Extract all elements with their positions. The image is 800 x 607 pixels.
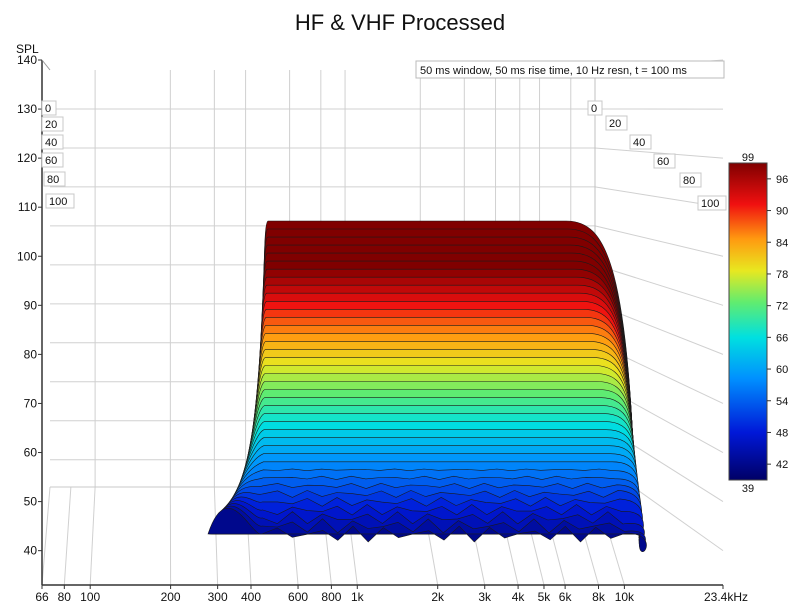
x-tick-label: 100 xyxy=(80,590,100,604)
time-tick-label: 20 xyxy=(45,119,57,131)
x-tick-label: 2k xyxy=(431,590,445,604)
time-tick-box xyxy=(41,152,64,168)
time-tick-box xyxy=(629,134,652,150)
time-tick-label: 80 xyxy=(683,175,695,187)
x-tick-label: 23.4kHz xyxy=(704,590,748,604)
y-tick-label: 80 xyxy=(24,347,38,361)
time-tick-box xyxy=(653,153,676,169)
x-tick-label: 5k xyxy=(538,590,552,604)
time-tick-label: 20 xyxy=(609,118,621,130)
x-tick-label: 4k xyxy=(512,590,526,604)
y-tick-label: 40 xyxy=(24,544,38,558)
time-tick-label: 40 xyxy=(633,137,645,149)
x-tick-label: 3k xyxy=(478,590,492,604)
colorbar-tick-label: 96 xyxy=(776,174,788,186)
annotation-box: 50 ms window, 50 ms rise time, 10 Hz res… xyxy=(415,60,725,79)
time-tick-label: 40 xyxy=(45,137,57,149)
colorbar-tick-label: 66 xyxy=(776,332,788,344)
x-tick-label: 200 xyxy=(161,590,181,604)
time-tick-label: 0 xyxy=(45,103,51,115)
colorbar-tick-label: 78 xyxy=(776,269,788,281)
time-tick-box xyxy=(41,100,57,116)
time-tick-label: 0 xyxy=(591,103,597,115)
x-tick-label: 800 xyxy=(321,590,341,604)
waterfall-slice xyxy=(207,507,647,553)
colorbar-min-label: 39 xyxy=(742,483,754,495)
colorbar-tick-label: 48 xyxy=(776,427,788,439)
x-tick-label: 300 xyxy=(208,590,228,604)
chart-title: HF & VHF Processed xyxy=(295,10,505,35)
time-tick-label: 60 xyxy=(45,155,57,167)
colorbar-max-label: 99 xyxy=(742,152,754,164)
x-tick-label: 1k xyxy=(351,590,365,604)
x-tick-label: 400 xyxy=(241,590,261,604)
colorbar-tick-label: 84 xyxy=(776,237,788,249)
x-tick-label: 66 xyxy=(35,590,49,604)
x-tick-label: 8k xyxy=(592,590,606,604)
y-tick-label: 130 xyxy=(17,102,37,116)
x-tick-label: 80 xyxy=(58,590,72,604)
y-tick-label: 110 xyxy=(18,200,37,214)
time-tick-label: 100 xyxy=(701,198,719,210)
colorbar-tick-label: 42 xyxy=(776,459,788,471)
annotation-text: 50 ms window, 50 ms rise time, 10 Hz res… xyxy=(420,65,687,77)
time-tick-label: 60 xyxy=(657,156,669,168)
y-tick-label: 140 xyxy=(17,53,37,67)
y-axis-label: SPL xyxy=(16,42,39,56)
time-tick-box xyxy=(41,116,64,132)
colorbar-gradient xyxy=(728,162,768,481)
time-tick-box xyxy=(679,172,702,188)
time-tick-box xyxy=(605,115,628,131)
waterfall-surface xyxy=(207,220,647,553)
y-tick-label: 90 xyxy=(24,298,38,312)
time-tick-box xyxy=(41,134,64,150)
time-tick-box xyxy=(45,193,75,209)
colorbar-tick-label: 72 xyxy=(776,301,788,313)
time-tick-box xyxy=(587,100,603,116)
y-tick-label: 70 xyxy=(24,396,38,410)
y-tick-label: 120 xyxy=(17,151,37,165)
x-tick-label: 10k xyxy=(615,590,635,604)
time-tick-box xyxy=(697,195,727,211)
x-tick-label: 600 xyxy=(288,590,308,604)
y-tick-label: 100 xyxy=(17,249,37,263)
colorbar-tick-label: 54 xyxy=(776,396,788,408)
colorbar: 99 39 96 90 84 78 72 66 60 54 48 42 xyxy=(728,152,788,495)
time-tick-label: 80 xyxy=(47,174,59,186)
y-tick-label: 50 xyxy=(24,495,38,509)
time-tick-box xyxy=(43,171,66,187)
time-tick-label: 100 xyxy=(49,196,67,208)
x-tick-label: 6k xyxy=(559,590,573,604)
colorbar-tick-label: 90 xyxy=(776,206,788,218)
colorbar-tick-label: 60 xyxy=(776,364,788,376)
y-tick-label: 60 xyxy=(24,446,38,460)
